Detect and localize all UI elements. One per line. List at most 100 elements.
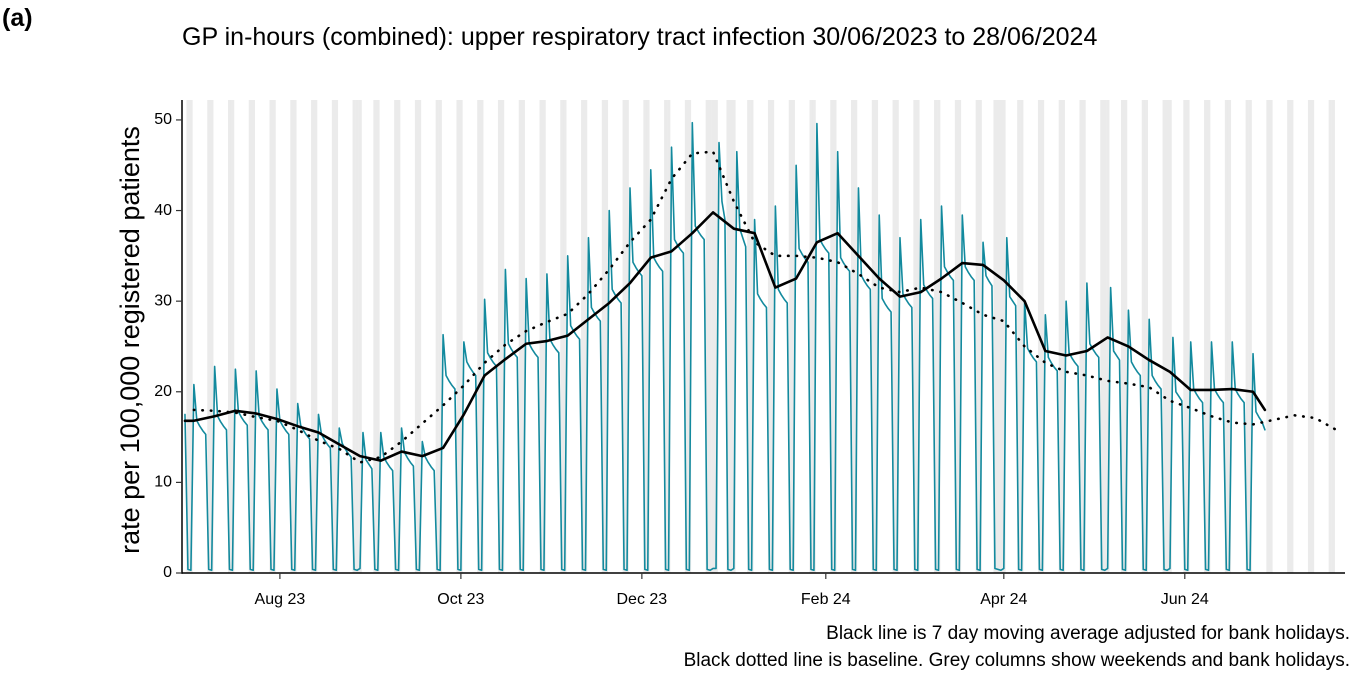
weekend-column [1310, 100, 1315, 573]
weekend-column [1290, 100, 1294, 573]
weekend-column [667, 100, 671, 573]
weekend-column [1331, 100, 1335, 573]
weekend-column [314, 100, 318, 573]
weekend-column [708, 100, 712, 573]
weekend-column [937, 100, 941, 573]
weekend-column [999, 100, 1003, 573]
weekend-column [1328, 100, 1332, 573]
y-tick-label: 50 [154, 111, 172, 128]
weekend-column [747, 100, 751, 573]
weekend-column [1227, 100, 1232, 573]
weekend-column [230, 100, 235, 573]
weekend-column [1224, 100, 1229, 573]
weekend-column [913, 100, 917, 573]
weekend-column [227, 100, 232, 573]
weekend-column [290, 100, 294, 573]
weekend-column [459, 100, 463, 573]
weekend-column [643, 100, 647, 573]
weekend-column [311, 100, 315, 573]
weekend-column [830, 100, 834, 573]
weekend-column [996, 100, 1000, 573]
chart-title: GP in-hours (combined): upper respirator… [182, 23, 1098, 51]
y-axis-label: rate per 100,000 registered patients [115, 126, 145, 554]
weekend-column [978, 100, 982, 573]
footnote: Black dotted line is baseline. Grey colu… [684, 650, 1350, 671]
x-tick-label: Dec 23 [617, 591, 668, 608]
daily-rate-line [184, 121, 1266, 572]
weekend-column [788, 100, 792, 573]
bank-holiday-column [732, 100, 736, 573]
weekend-column [248, 100, 253, 573]
weekend-column [581, 100, 585, 573]
bank-holiday-column [1002, 100, 1006, 573]
weekend-column [1144, 100, 1149, 573]
moving-average-line [183, 211, 1267, 462]
weekend-column [1207, 100, 1211, 573]
weekend-column [916, 100, 920, 573]
y-tick-label: 40 [154, 202, 172, 219]
bank-holiday-column [358, 100, 362, 573]
weekend-column [210, 100, 214, 573]
x-tick-label: Apr 24 [980, 591, 1027, 608]
weekend-column [1123, 100, 1128, 573]
weekend-column [355, 100, 359, 573]
weekend-column [684, 100, 689, 573]
weekend-column [539, 100, 543, 573]
weekend-column [601, 100, 606, 573]
weekend-column [456, 100, 460, 573]
weekend-column [625, 100, 629, 573]
weekend-column [622, 100, 626, 573]
weekend-column [1061, 100, 1065, 573]
weekend-column [521, 100, 525, 573]
weekend-column [373, 100, 377, 573]
weekend-column [853, 100, 858, 573]
weekend-column [750, 100, 754, 573]
weekend-column [892, 100, 896, 573]
weekend-column [791, 100, 795, 573]
weekend-column [293, 100, 297, 573]
panel-label: (a) [2, 4, 33, 32]
weekend-column [272, 100, 276, 573]
x-tick-label: Feb 24 [801, 591, 851, 608]
weekend-column [542, 100, 546, 573]
weekend-column [251, 100, 255, 573]
weekend-column [1245, 100, 1249, 573]
weekend-column [1040, 100, 1045, 573]
weekend-column [394, 100, 398, 573]
weekend-column [767, 100, 772, 573]
weekend-column [207, 100, 211, 573]
weekend-column [705, 100, 709, 573]
weekend-column [477, 100, 481, 573]
bank-holiday-column [714, 100, 718, 573]
weekend-column [1082, 100, 1086, 573]
weekend-column [1141, 100, 1146, 573]
weekend-column [334, 100, 339, 573]
weekend-column [687, 100, 692, 573]
baseline-line [192, 150, 1338, 464]
weekend-column [871, 100, 876, 573]
weekend-column [414, 100, 419, 573]
weekend-column [1269, 100, 1273, 573]
weekend-column [954, 100, 959, 573]
weekend-column [833, 100, 837, 573]
weekend-column [1017, 100, 1021, 573]
x-tick-label: Aug 23 [255, 591, 306, 608]
weekend-column [729, 100, 733, 573]
weekend-column [1186, 100, 1190, 573]
weekend-column [189, 100, 193, 573]
weekend-column [584, 100, 588, 573]
bank-holiday-column [1168, 100, 1172, 573]
weekend-column [480, 100, 484, 573]
weekend-column [1204, 100, 1208, 573]
footnote: Black line is 7 day moving average adjus… [826, 623, 1350, 644]
weekend-column [435, 100, 439, 573]
weekend-column [646, 100, 650, 573]
weekend-column [851, 100, 855, 573]
weekend-column [1058, 100, 1062, 573]
weekend-column [497, 100, 502, 573]
weekend-column [397, 100, 401, 573]
weekend-column [438, 100, 442, 573]
weekend-column [1287, 100, 1291, 573]
